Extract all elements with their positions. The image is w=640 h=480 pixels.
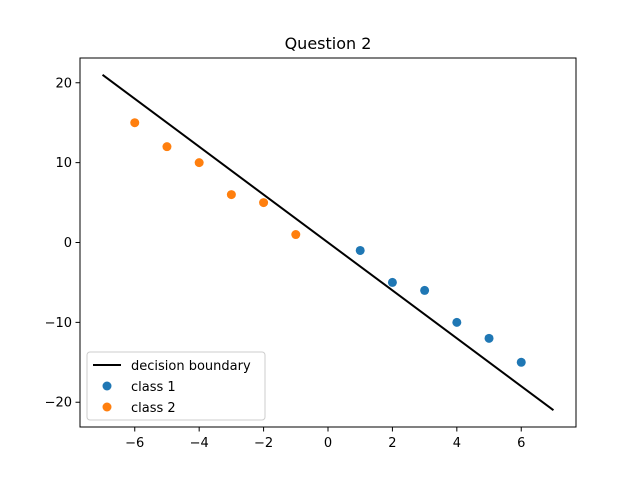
x-tick-label: 0 (324, 436, 332, 451)
y-tick-label: 20 (55, 76, 72, 91)
plot-area (101, 73, 555, 412)
legend-marker-class-2 (102, 402, 112, 412)
x-tick-label: −2 (254, 436, 273, 451)
y-tick-label: −10 (45, 316, 72, 331)
class-2-point (194, 158, 204, 168)
legend-label-class-2: class 2 (131, 401, 176, 416)
x-tick-label: 4 (453, 436, 461, 451)
class-2-point (162, 142, 172, 152)
legend-label-decision-boundary: decision boundary (131, 359, 251, 374)
legend-marker-class-1 (102, 381, 112, 391)
class-1-point (355, 245, 365, 255)
class-1-point (452, 317, 462, 327)
legend: decision boundary class 1 class 2 (86, 351, 266, 421)
x-tick-label: 6 (517, 436, 525, 451)
y-tick-label: 0 (64, 236, 72, 251)
class-1-point (484, 333, 494, 343)
class-1-point (420, 285, 430, 295)
class-2-point (259, 198, 269, 208)
x-tick-label: 2 (388, 436, 396, 451)
class-2-point (130, 118, 140, 128)
y-tick-label: −20 (45, 396, 72, 411)
class-2-point (291, 230, 301, 240)
x-tick-label: −4 (190, 436, 209, 451)
chart-title: Question 2 (285, 34, 372, 53)
class-1-point (516, 357, 526, 367)
decision-boundary-line (101, 73, 555, 412)
class-2-point (226, 190, 236, 200)
class-1-point (387, 277, 397, 287)
y-tick-label: 10 (55, 156, 72, 171)
x-tick-label: −6 (125, 436, 144, 451)
legend-label-class-1: class 1 (131, 380, 176, 395)
legend-box (86, 351, 266, 421)
